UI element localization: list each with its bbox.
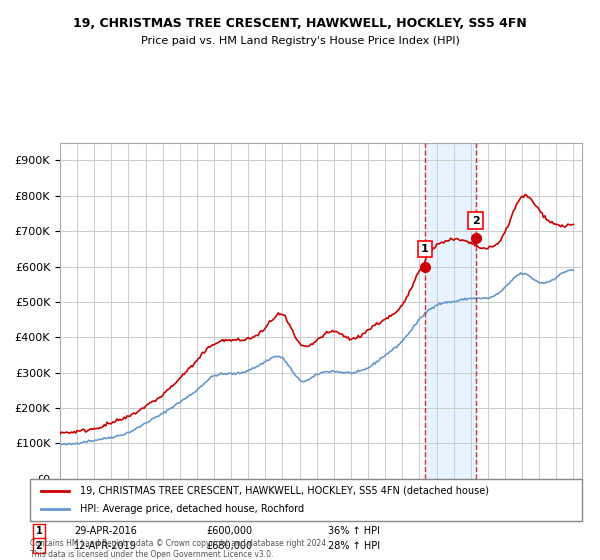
Text: 1: 1 (421, 244, 429, 254)
Text: 2: 2 (35, 541, 42, 551)
Text: HPI: Average price, detached house, Rochford: HPI: Average price, detached house, Roch… (80, 504, 304, 514)
Text: 19, CHRISTMAS TREE CRESCENT, HAWKWELL, HOCKLEY, SS5 4FN (detached house): 19, CHRISTMAS TREE CRESCENT, HAWKWELL, H… (80, 486, 488, 496)
Text: 36% ↑ HPI: 36% ↑ HPI (328, 526, 380, 536)
Text: £600,000: £600,000 (206, 526, 253, 536)
Text: 2: 2 (472, 216, 479, 226)
Text: 19, CHRISTMAS TREE CRESCENT, HAWKWELL, HOCKLEY, SS5 4FN: 19, CHRISTMAS TREE CRESCENT, HAWKWELL, H… (73, 17, 527, 30)
Text: 12-APR-2019: 12-APR-2019 (74, 541, 137, 551)
Text: Contains HM Land Registry data © Crown copyright and database right 2024.
This d: Contains HM Land Registry data © Crown c… (30, 539, 329, 559)
Text: 1: 1 (35, 526, 42, 536)
Text: 29-APR-2016: 29-APR-2016 (74, 526, 137, 536)
Text: £680,000: £680,000 (206, 541, 253, 551)
Text: 28% ↑ HPI: 28% ↑ HPI (328, 541, 380, 551)
FancyBboxPatch shape (30, 479, 582, 521)
Bar (425, 143, 476, 479)
Text: Price paid vs. HM Land Registry's House Price Index (HPI): Price paid vs. HM Land Registry's House … (140, 36, 460, 46)
